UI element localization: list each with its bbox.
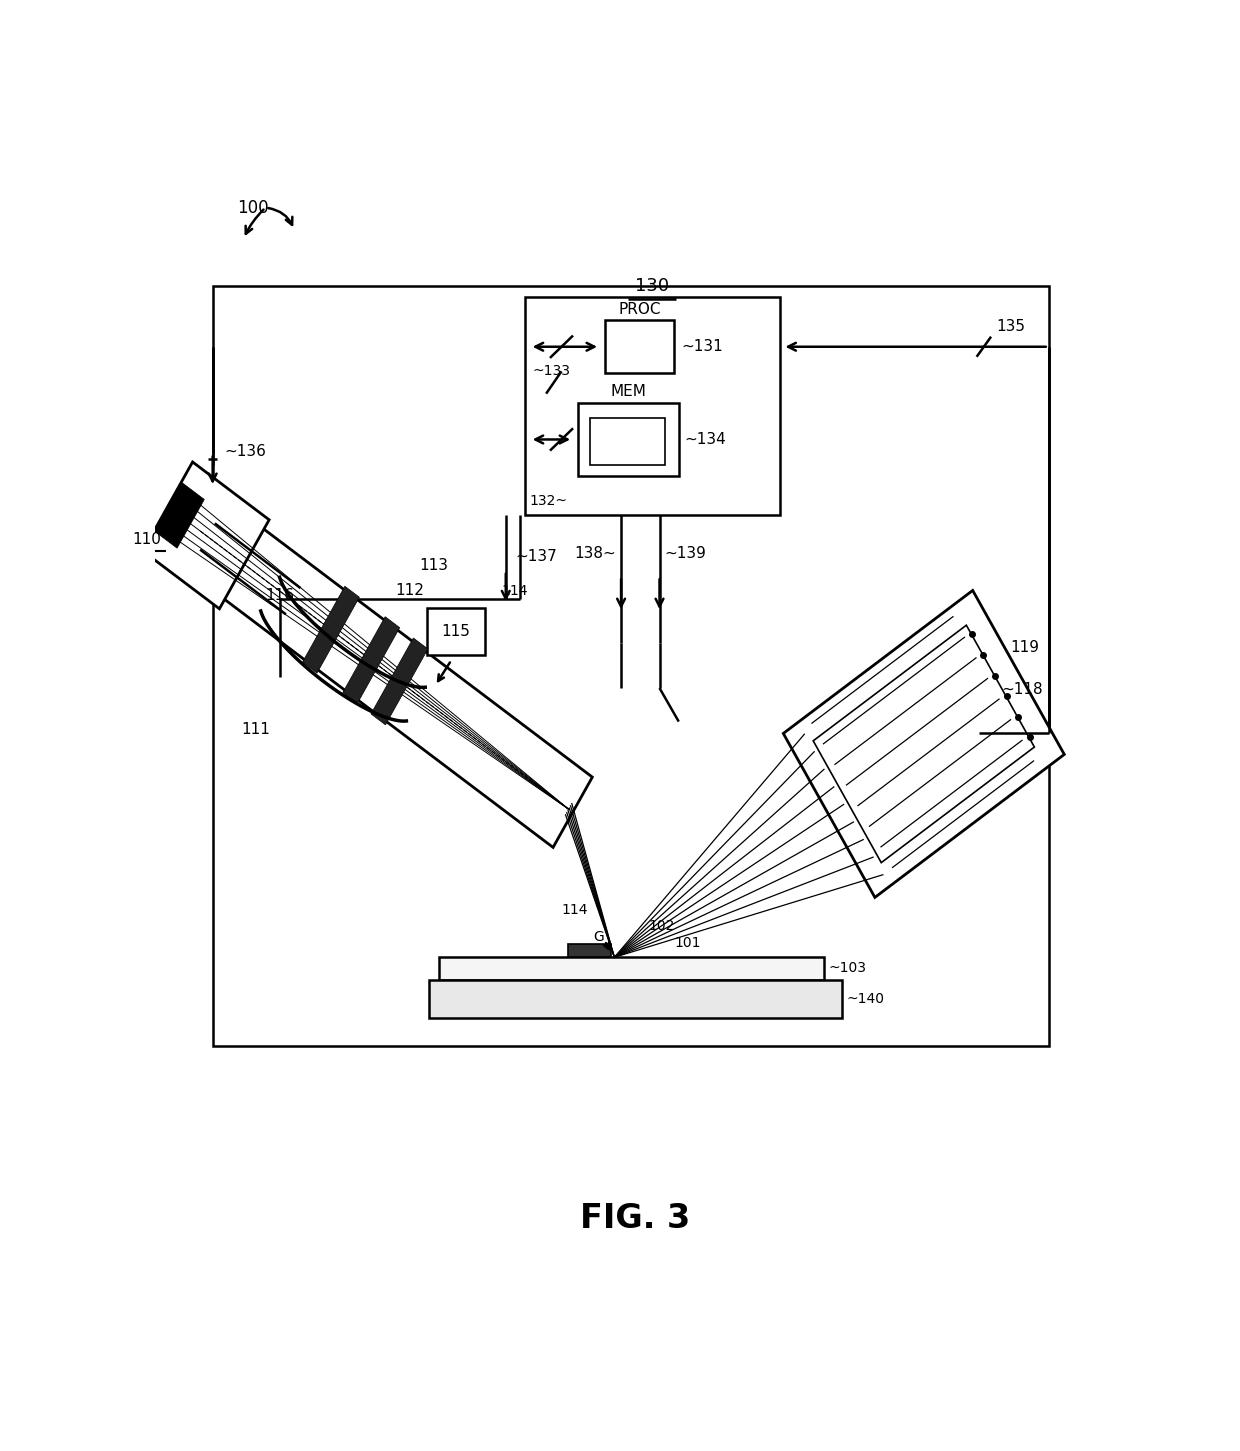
Text: ~137: ~137 xyxy=(516,548,557,564)
Bar xyxy=(213,286,1049,1046)
Text: 116: 116 xyxy=(265,588,295,602)
Bar xyxy=(439,958,823,979)
Bar xyxy=(428,608,485,654)
Polygon shape xyxy=(371,638,428,726)
Text: ~136: ~136 xyxy=(224,444,267,459)
Text: ~118: ~118 xyxy=(1002,682,1043,696)
Text: 113: 113 xyxy=(419,557,449,573)
Text: 132~: 132~ xyxy=(529,495,568,508)
Text: FIG. 3: FIG. 3 xyxy=(580,1203,691,1235)
Bar xyxy=(525,297,780,515)
Text: ~140: ~140 xyxy=(847,991,885,1006)
Text: ~139: ~139 xyxy=(665,547,707,562)
Polygon shape xyxy=(303,586,360,673)
Text: PROC: PROC xyxy=(618,302,661,316)
Text: MEM: MEM xyxy=(610,385,646,399)
Text: 115: 115 xyxy=(441,624,471,638)
Text: ~134: ~134 xyxy=(684,432,727,447)
Bar xyxy=(429,979,842,1017)
Text: ~103: ~103 xyxy=(828,962,867,975)
Text: 112: 112 xyxy=(396,583,424,598)
Text: 100: 100 xyxy=(237,199,268,216)
Text: G: G xyxy=(593,930,604,945)
Bar xyxy=(605,321,675,373)
Text: 102: 102 xyxy=(649,918,675,933)
Text: ~133: ~133 xyxy=(533,364,570,379)
Bar xyxy=(590,418,666,464)
Polygon shape xyxy=(143,461,269,609)
Text: 110: 110 xyxy=(133,533,161,547)
Text: 101: 101 xyxy=(675,936,701,950)
Text: 114: 114 xyxy=(501,583,527,598)
Bar xyxy=(568,945,611,958)
Polygon shape xyxy=(155,482,205,548)
Text: ~131: ~131 xyxy=(682,340,723,354)
Text: 111: 111 xyxy=(242,723,270,737)
Polygon shape xyxy=(150,473,593,847)
Polygon shape xyxy=(784,591,1064,897)
Text: 114: 114 xyxy=(562,904,588,917)
Text: 135: 135 xyxy=(996,319,1025,334)
Polygon shape xyxy=(342,617,399,704)
Polygon shape xyxy=(813,625,1034,863)
Bar xyxy=(578,403,678,476)
Text: 130: 130 xyxy=(635,277,670,295)
Text: 119: 119 xyxy=(1011,640,1039,654)
Text: 138~: 138~ xyxy=(574,547,616,562)
